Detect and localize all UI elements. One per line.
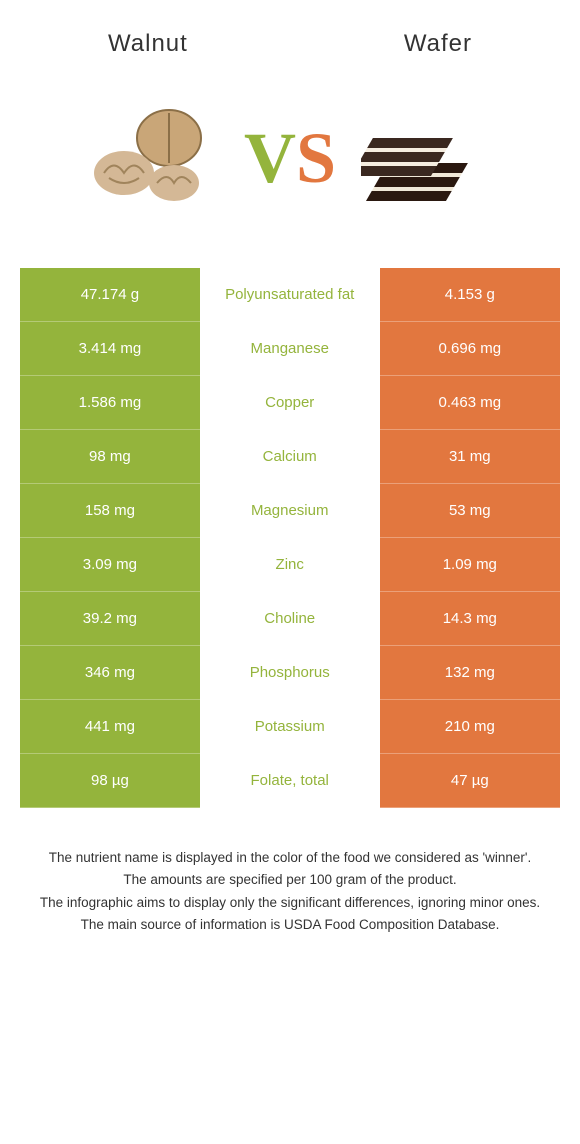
table-row: 346 mgPhosphorus132 mg: [20, 646, 560, 700]
right-value: 47 µg: [380, 754, 560, 808]
right-value: 210 mg: [380, 700, 560, 754]
nutrient-label: Phosphorus: [200, 646, 380, 700]
walnut-icon: [74, 98, 224, 218]
right-value: 0.463 mg: [380, 376, 560, 430]
nutrient-label: Zinc: [200, 538, 380, 592]
vs-s-letter: S: [296, 118, 336, 198]
table-row: 3.414 mgManganese0.696 mg: [20, 322, 560, 376]
footer-line-4: The main source of information is USDA F…: [30, 915, 550, 935]
wafer-icon: [356, 98, 506, 218]
left-value: 158 mg: [20, 484, 200, 538]
nutrient-label: Potassium: [200, 700, 380, 754]
nutrient-label: Calcium: [200, 430, 380, 484]
table-row: 39.2 mgCholine14.3 mg: [20, 592, 560, 646]
vs-v-letter: V: [244, 118, 296, 198]
left-value: 346 mg: [20, 646, 200, 700]
right-value: 0.696 mg: [380, 322, 560, 376]
left-value: 47.174 g: [20, 268, 200, 322]
vs-label: VS: [244, 117, 336, 200]
right-value: 132 mg: [380, 646, 560, 700]
table-row: 3.09 mgZinc1.09 mg: [20, 538, 560, 592]
nutrient-label: Choline: [200, 592, 380, 646]
table-row: 1.586 mgCopper0.463 mg: [20, 376, 560, 430]
footer-line-3: The infographic aims to display only the…: [30, 893, 550, 913]
left-value: 3.414 mg: [20, 322, 200, 376]
right-value: 14.3 mg: [380, 592, 560, 646]
footer-notes: The nutrient name is displayed in the co…: [0, 808, 580, 935]
nutrient-label: Manganese: [200, 322, 380, 376]
nutrient-label: Copper: [200, 376, 380, 430]
footer-line-2: The amounts are specified per 100 gram o…: [30, 870, 550, 890]
left-value: 39.2 mg: [20, 592, 200, 646]
right-food-title: Wafer: [404, 30, 472, 58]
header-row: Walnut Wafer: [0, 0, 580, 78]
left-value: 1.586 mg: [20, 376, 200, 430]
right-value: 4.153 g: [380, 268, 560, 322]
right-value: 53 mg: [380, 484, 560, 538]
left-value: 98 µg: [20, 754, 200, 808]
table-row: 47.174 gPolyunsaturated fat4.153 g: [20, 268, 560, 322]
table-row: 158 mgMagnesium53 mg: [20, 484, 560, 538]
left-value: 98 mg: [20, 430, 200, 484]
footer-line-1: The nutrient name is displayed in the co…: [30, 848, 550, 868]
table-row: 98 µgFolate, total47 µg: [20, 754, 560, 808]
vs-row: VS: [0, 78, 580, 258]
right-value: 1.09 mg: [380, 538, 560, 592]
table-row: 441 mgPotassium210 mg: [20, 700, 560, 754]
left-value: 3.09 mg: [20, 538, 200, 592]
left-food-title: Walnut: [108, 30, 188, 58]
table-row: 98 mgCalcium31 mg: [20, 430, 560, 484]
right-value: 31 mg: [380, 430, 560, 484]
left-value: 441 mg: [20, 700, 200, 754]
nutrient-label: Magnesium: [200, 484, 380, 538]
nutrient-label: Folate, total: [200, 754, 380, 808]
nutrient-table: 47.174 gPolyunsaturated fat4.153 g3.414 …: [20, 268, 560, 808]
nutrient-label: Polyunsaturated fat: [200, 268, 380, 322]
